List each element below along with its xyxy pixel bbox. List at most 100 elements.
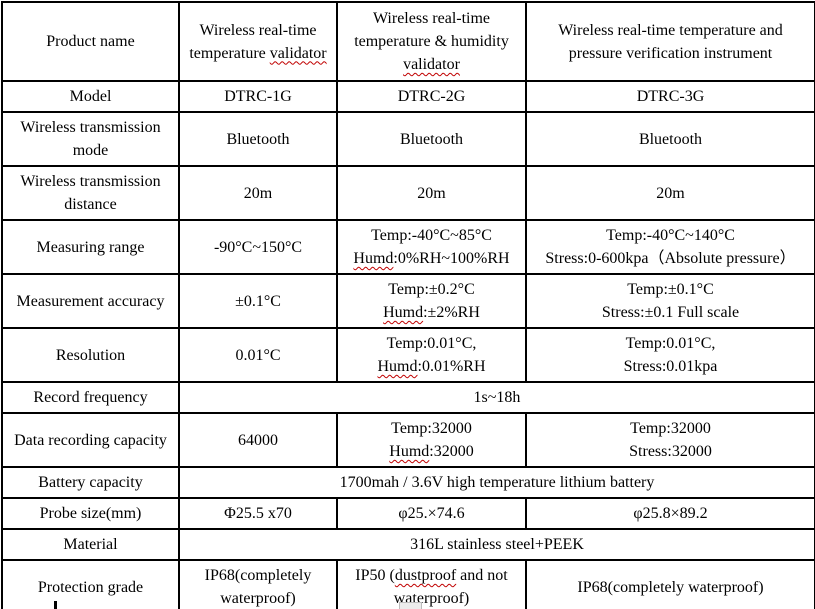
cell-text-line: 20m: [417, 184, 446, 202]
cell-text-line: φ25.8×89.2: [633, 505, 708, 522]
cell-text-line: Temp:±0.2°C: [388, 281, 475, 298]
value-cell: Temp:32000 Humd:32000: [336, 412, 527, 468]
value-cell: 20m: [525, 165, 815, 221]
table-row: Product name Wireless real-time temperatur…: [1, 1, 815, 82]
misspelled-word: validator: [403, 56, 460, 73]
value-cell: φ25.8×89.2: [525, 497, 815, 530]
table-row: Record frequency 1s~18h: [1, 381, 815, 414]
table-row: Resolution 0.01°C Temp:0.01°C, Humd:0.01%RH…: [1, 327, 815, 383]
row-label-cell: Wireless transmission mode: [1, 111, 180, 167]
cell-text-line: 1s~18h: [473, 389, 521, 406]
cell-text-line: 64000: [238, 431, 278, 449]
row-label-cell: Protection grade: [1, 559, 180, 609]
cell-text-line: Wireless real-time: [372, 10, 491, 27]
table-row: Model DTRC-1G DTRC-2G DTRC-3G: [1, 80, 815, 113]
row-label-cell: Record frequency: [1, 381, 180, 414]
value-cell: Temp:32000 Stress:32000: [525, 412, 815, 468]
cell-text-line: Product name: [46, 33, 135, 50]
cell-text-line: Bluetooth: [226, 130, 290, 148]
table-row: Wireless transmission distance 20m 20m 20m: [1, 165, 815, 221]
cell-text-line: Φ25.5 x70: [224, 505, 292, 522]
cell-text-line: DTRC-1G: [224, 88, 292, 105]
row-label-cell: Material: [1, 528, 180, 561]
misspelled-word: Humd: [377, 358, 418, 375]
cell-text-line: 20m: [243, 184, 273, 202]
table-row: Data recording capacity 64000 Temp:32000 Hu…: [1, 412, 815, 468]
cell-text-line: Wireless real-time: [199, 21, 317, 39]
cell-text-line: Humd:0.01%RH: [377, 358, 486, 375]
cell-text-line: ±0.1°C: [235, 292, 281, 310]
cell-text-line: Resolution: [55, 346, 126, 364]
cell-text-line: Temp:-40°C~140°C: [606, 227, 735, 244]
row-label-cell: Model: [1, 80, 180, 113]
cell-text-line: φ25.×74.6: [398, 505, 465, 522]
cell-text-line: temperature validator: [189, 44, 327, 62]
value-cell: DTRC-1G: [178, 80, 338, 113]
cell-text-line: DTRC-3G: [636, 88, 705, 105]
cell-text-line: Temp:-40°C~85°C: [371, 227, 492, 244]
value-cell: 64000: [178, 412, 338, 468]
cell-text-line: Wireless transmission: [20, 119, 161, 136]
value-cell: Wireless real-time temperature and pressu…: [525, 1, 815, 82]
cell-text-line: Measurement accuracy: [16, 292, 165, 310]
cell-text-line: pressure verification instrument: [568, 44, 773, 62]
value-cell: Temp:±0.1°C Stress:±0.1 Full scale: [525, 273, 815, 329]
cell-text-line: Record frequency: [33, 389, 148, 406]
value-cell: Bluetooth: [525, 111, 815, 167]
value-cell: IP68(completely waterproof): [178, 559, 338, 609]
cell-text-line: Humd:32000: [389, 443, 474, 460]
value-cell: 0.01°C: [178, 327, 338, 383]
cell-text-line: Temp:32000: [391, 420, 472, 437]
cell-text-line: Wireless real-time temperature and: [558, 21, 783, 39]
misspelled-word: dustproof: [394, 567, 457, 584]
cell-text-line: Temp:±0.1°C: [627, 281, 714, 298]
value-cell: 20m: [178, 165, 338, 221]
cell-text-line: Material: [63, 536, 118, 553]
value-cell: Temp:-40°C~85°C Humd:0%RH~100%RH: [336, 219, 527, 275]
value-cell: Temp:0.01°C, Humd:0.01%RH: [336, 327, 527, 383]
value-cell: Bluetooth: [336, 111, 527, 167]
cell-text-line: mode: [72, 142, 109, 159]
value-cell: Temp:0.01°C, Stress:0.01kpa: [525, 327, 815, 383]
cell-text-line: Stress:0.01kpa: [623, 358, 718, 375]
value-cell: Wireless real-time temperature & humidity…: [336, 1, 527, 82]
table-row: Measurement accuracy ±0.1°C Temp:±0.2°C Hum…: [1, 273, 815, 329]
misspelled-word: Humd: [353, 250, 394, 267]
table-handle-artifact: [399, 602, 422, 609]
cell-text-line: Model: [69, 88, 112, 105]
cell-text-line: DTRC-2G: [397, 88, 466, 105]
value-cell: Temp:±0.2°C Humd:±2%RH: [336, 273, 527, 329]
value-cell: DTRC-2G: [336, 80, 527, 113]
value-cell: φ25.×74.6: [336, 497, 527, 530]
cell-text-line: Bluetooth: [638, 130, 703, 148]
value-cell: 20m: [336, 165, 527, 221]
cell-text-line: -90°C~150°C: [213, 238, 303, 256]
row-label-cell: Data recording capacity: [1, 412, 180, 468]
cell-text-line: Data recording capacity: [14, 431, 167, 449]
cell-text-line: waterproof): [393, 590, 470, 607]
cell-text-line: 0.01°C: [235, 346, 281, 364]
cell-text-line: Humd:±2%RH: [383, 304, 480, 321]
cell-text-line: waterproof): [220, 590, 296, 607]
cell-text-line: Stress:±0.1 Full scale: [601, 304, 740, 321]
table-row: Measuring range -90°C~150°C Temp:-40°C~85°…: [1, 219, 815, 275]
cell-text-line: 1700mah / 3.6V high temperature lithium …: [339, 474, 655, 491]
cell-text-line: Protection grade: [37, 578, 144, 596]
value-cell: Temp:-40°C~140°C Stress:0-600kpa（Absolute…: [525, 219, 815, 275]
value-cell: DTRC-3G: [525, 80, 815, 113]
row-label-cell: Resolution: [1, 327, 180, 383]
table-row: Probe size(mm) Φ25.5 x70 φ25.×74.6 φ25.8×89…: [1, 497, 815, 530]
cell-text-line: IP68(completely: [204, 567, 312, 584]
cell-text-line: Wireless transmission: [20, 173, 161, 190]
cell-text-line: IP68(completely waterproof): [577, 578, 764, 596]
cell-text-line: Bluetooth: [399, 130, 464, 148]
row-label-cell: Measuring range: [1, 219, 180, 275]
cell-text-line: Probe size(mm): [39, 505, 142, 522]
row-label-cell: Measurement accuracy: [1, 273, 180, 329]
cell-text-line: Stress:0-600kpa（Absolute pressure）: [545, 250, 796, 267]
text-cursor-artifact: [54, 601, 57, 609]
cell-text-line: Stress:32000: [629, 443, 712, 460]
value-cell: 316L stainless steel+PEEK: [178, 528, 815, 561]
misspelled-word: validator: [269, 44, 327, 62]
cell-text-line: IP50 (dustproof and not: [355, 567, 508, 584]
